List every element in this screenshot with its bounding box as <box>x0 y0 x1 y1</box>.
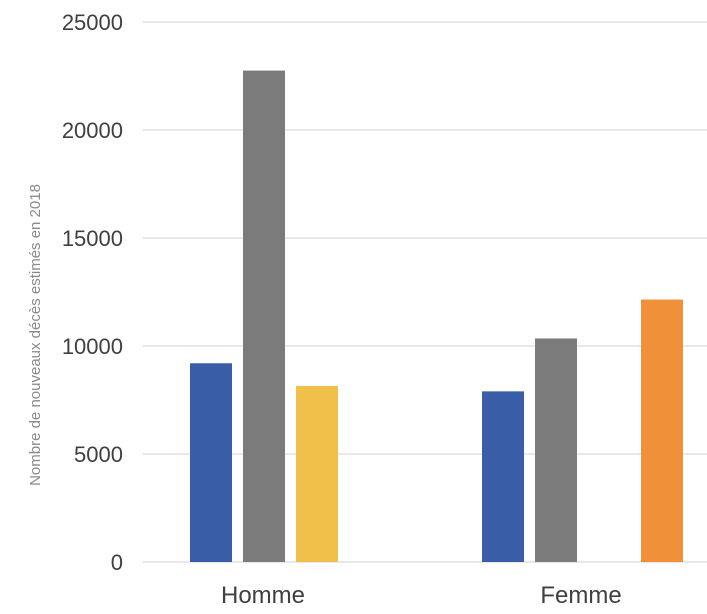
y-axis-ticks: 0 5000 10000 15000 20000 25000 <box>62 10 123 575</box>
y-tick-label: 15000 <box>62 226 123 251</box>
y-axis-label: Nombre de nouveaux décès estimés en 2018 <box>27 184 44 486</box>
bar-homme-series-2 <box>243 70 285 562</box>
bar-femme-series-1 <box>482 391 524 562</box>
y-tick-label: 25000 <box>62 10 123 35</box>
bar-homme-series-1 <box>190 363 232 562</box>
bar-homme-series-3 <box>296 385 338 562</box>
x-category-label: Homme <box>221 582 305 609</box>
y-tick-label: 10000 <box>62 334 123 359</box>
y-tick-label: 5000 <box>74 442 123 467</box>
x-axis-categories: Homme Femme <box>221 582 622 609</box>
bar-femme-series-4 <box>641 299 683 562</box>
bar-femme-series-2 <box>535 338 577 562</box>
bars <box>190 70 683 562</box>
x-category-label: Femme <box>540 582 621 609</box>
gridlines <box>143 21 707 563</box>
y-tick-label: 20000 <box>62 118 123 143</box>
y-tick-label: 0 <box>111 550 123 575</box>
